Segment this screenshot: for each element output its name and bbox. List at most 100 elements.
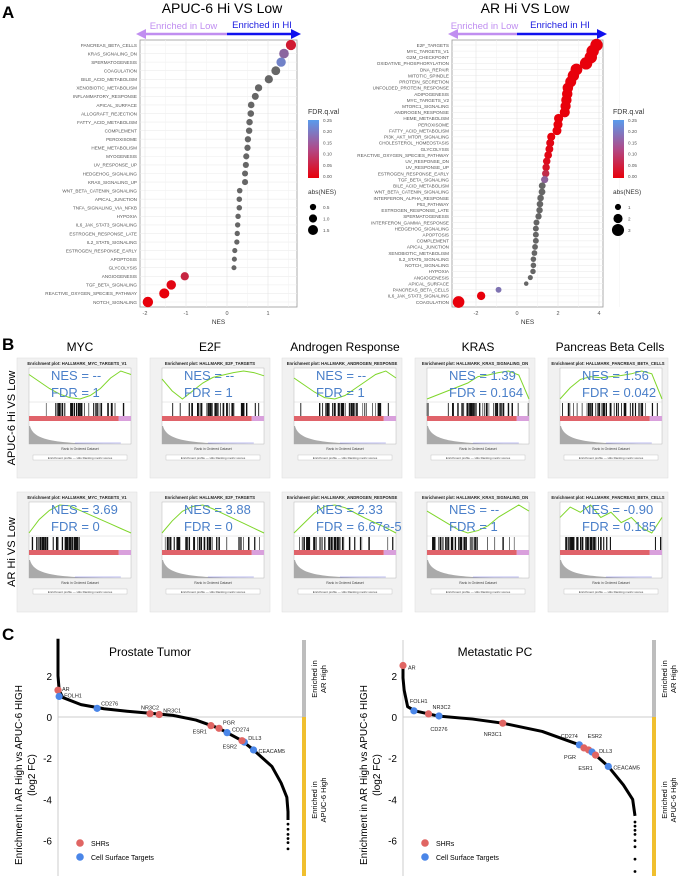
legend-box	[563, 454, 659, 461]
gene-label: CD276	[430, 727, 447, 733]
gene-label: ESR2	[223, 745, 237, 751]
legend-text: Enrichment profile — Hits Ranking metric…	[313, 456, 378, 460]
term-label: CHOLESTEROL_HOMEOSTASIS	[379, 141, 449, 146]
nes-annotation: NES = -0.90	[582, 502, 653, 517]
data-point	[552, 126, 562, 136]
x-tick-label: 4	[597, 311, 600, 317]
gene-label: FOLH1	[64, 693, 82, 699]
enrichment-curve	[28, 504, 132, 534]
legend-label: Cell Surface Targets	[91, 855, 154, 862]
data-point	[180, 272, 189, 281]
size-tick-label: 0.5	[323, 205, 330, 210]
plot-title: Enrichment plot: HALLMARK_E2F_TARGETS	[165, 495, 255, 500]
term-label: G2M_CHECKPOINT	[406, 55, 449, 60]
term-label: APOPTOSIS	[111, 257, 137, 262]
legend-text: Enrichment profile — Hits Ranking metric…	[181, 456, 246, 460]
legend-text: Enrichment profile — Hits Ranking metric…	[446, 590, 511, 594]
rank-bar-pos	[560, 550, 650, 555]
y-tick-label: 2	[391, 672, 397, 683]
data-point	[234, 222, 241, 228]
gene-point	[56, 655, 60, 659]
plot-title: Enrichment plot: HALLMARK_PANCREAS_BETA_…	[551, 495, 664, 500]
enrichment-curve	[161, 504, 265, 534]
term-label: TGF_BETA_SIGNALING	[86, 283, 137, 288]
data-point	[236, 196, 243, 202]
y-tick-label: -4	[43, 795, 52, 806]
inner-plot	[426, 501, 530, 579]
gsea-plot: Enrichment plot: HALLMARK_E2F_TARGETS Ran…	[149, 357, 271, 479]
data-point	[545, 145, 554, 153]
term-label: MYC_TARGETS_V1	[407, 49, 450, 54]
data-point	[285, 39, 297, 51]
gene-marker	[207, 722, 215, 730]
row-title: APUC-6 Hi VS Low	[6, 371, 18, 466]
color-tick-label: 0.10	[323, 152, 332, 157]
size-tick-label: 1.5	[323, 228, 330, 233]
gene-marker	[410, 707, 418, 715]
arrow-right-label: Enriched in HI	[232, 20, 292, 31]
gene-label: CD274	[232, 728, 249, 734]
x-axis-label: Rank in Ordered Dataset	[459, 447, 497, 451]
gene-label: AR	[408, 666, 416, 672]
fdr-annotation: FDR = 0	[184, 519, 233, 534]
gene-label: CEACAM5	[613, 765, 640, 771]
gene-marker	[223, 729, 231, 737]
rank-bar-neg	[383, 550, 396, 555]
fold-change-curve	[401, 667, 637, 817]
data-point	[559, 107, 570, 118]
term-label: TGF_BETA_SIGNALING	[398, 177, 449, 182]
legend-text: Enrichment profile — Hits Ranking metric…	[313, 590, 378, 594]
rank-bar-neg	[251, 550, 264, 555]
rank-bar-neg	[516, 416, 529, 421]
term-label: ESTROGEN_RESPONSE_EARLY	[66, 248, 137, 253]
enrichment-curve	[293, 370, 397, 400]
ranked-metric-area	[162, 560, 264, 578]
term-label: WNT_BETA_CATENIN_SIGNALING	[62, 188, 137, 193]
data-point	[242, 170, 249, 177]
nes-annotation: NES = 2.33	[316, 502, 383, 517]
fdr-annotation: FDR = 6.67e-5	[316, 519, 402, 534]
term-label: PI3K_AKT_MTOR_SIGNALING	[384, 135, 449, 140]
term-label: IL2_STAT5_SIGNALING	[399, 257, 450, 262]
gene-marker	[399, 661, 407, 670]
side-label: Enriched in	[660, 660, 669, 698]
gene-marker	[155, 710, 163, 719]
x-tick-label: 1	[266, 311, 269, 317]
arrow-right-head	[597, 29, 607, 39]
gsea-plot: Enrichment plot: HALLMARK_ANDROGEN_RESPO…	[281, 491, 403, 613]
gene-point	[633, 870, 637, 873]
enrichment-curve	[161, 370, 265, 400]
nes-annotation: NES = --	[184, 368, 234, 383]
rank-bar-neg	[649, 416, 662, 421]
ranked-metric-area	[294, 426, 396, 444]
term-label: HEDGEHOG_SIGNALING	[395, 226, 450, 231]
color-legend-title: FDR.q.val	[613, 109, 645, 116]
term-label: ANDROGEN_RESPONSE	[394, 110, 449, 115]
plot-title: Enrichment plot: HALLMARK_ANDROGEN_RESPO…	[287, 495, 398, 500]
data-point	[532, 244, 538, 250]
gene-point	[286, 833, 290, 836]
legend-box	[430, 588, 526, 595]
gene-marker	[249, 746, 258, 754]
gene-point	[56, 647, 60, 651]
term-label: APICAL_SURFACE	[96, 103, 137, 108]
gene-point	[633, 839, 637, 842]
term-label: ESTROGEN_RESPONSE_LATE	[381, 208, 449, 213]
data-point	[232, 248, 238, 254]
gsea-plot: Enrichment plot: HALLMARK_KRAS_SIGNALING…	[414, 491, 536, 613]
gene-label: CEACAM5	[259, 749, 286, 755]
dot-plot-1: AR Hi VS Low Enriched in Low Enriched in H…	[357, 0, 644, 326]
rank-bar-pos	[427, 550, 517, 555]
term-label: DNA_REPAIR	[420, 67, 450, 72]
data-point	[536, 206, 543, 214]
data-point	[532, 231, 539, 238]
side-label: APUC-6 High	[669, 777, 678, 822]
y-tick-label: -2	[43, 754, 52, 765]
term-label: PROTEIN_SECRETION	[399, 80, 449, 85]
data-point	[544, 151, 553, 159]
term-label: GLYCOLYSIS	[421, 147, 449, 152]
color-tick-label: 0.05	[323, 163, 332, 168]
x-axis-label: Rank in Ordered Dataset	[194, 447, 232, 451]
legend-text: Enrichment profile — Hits Ranking metric…	[579, 590, 644, 594]
legend-box	[297, 588, 393, 595]
